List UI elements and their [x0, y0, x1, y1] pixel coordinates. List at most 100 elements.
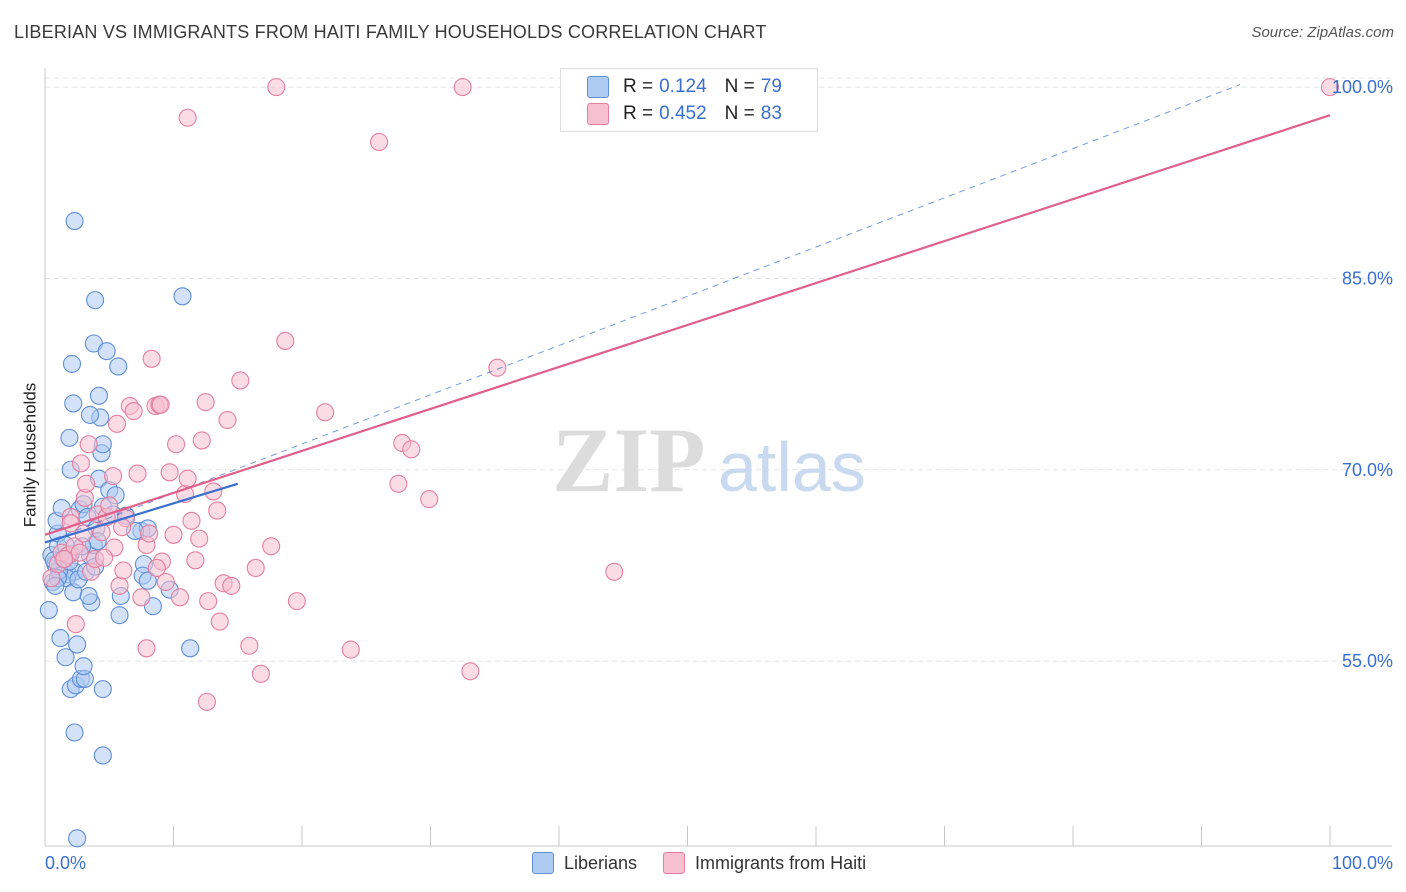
point-liberians: [79, 586, 98, 606]
point-haiti: [488, 358, 507, 377]
watermark-zip: ZIP: [552, 409, 705, 511]
point-haiti: [137, 639, 156, 658]
legend-row-haiti: R = 0.452 N = 83: [587, 101, 782, 127]
watermark: ZIP atlas: [552, 409, 866, 511]
point-haiti: [420, 490, 439, 509]
legend-swatch-pink: [587, 103, 609, 125]
point-liberians: [56, 648, 75, 667]
point-liberians: [89, 386, 109, 405]
point-haiti: [142, 349, 161, 368]
point-haiti: [461, 662, 480, 681]
point-liberians: [68, 829, 87, 848]
legend-r-value: 0.124: [659, 76, 707, 97]
point-liberians: [39, 600, 58, 620]
point-liberians: [97, 342, 116, 361]
point-haiti: [107, 414, 127, 433]
legend-n-label: N =: [724, 76, 755, 97]
point-haiti: [156, 572, 175, 592]
trend-lines: [44, 84, 1331, 544]
correlation-legend: R = 0.124 N = 79 R = 0.452 N = 83: [560, 68, 818, 132]
trend-line-liberians-extended: [44, 84, 1241, 543]
point-haiti: [178, 108, 197, 127]
axes: [44, 68, 1392, 847]
gridlines: [45, 77, 1392, 662]
point-haiti: [160, 463, 179, 482]
point-haiti: [199, 592, 218, 611]
point-haiti: [79, 435, 98, 454]
legend-r-value: 0.452: [659, 103, 707, 124]
point-haiti: [182, 511, 201, 530]
point-haiti: [55, 549, 74, 569]
legend-swatch-blue: [532, 852, 554, 874]
point-haiti: [164, 525, 183, 544]
point-haiti: [208, 501, 227, 520]
point-haiti: [262, 537, 281, 556]
point-haiti: [132, 588, 151, 607]
point-haiti: [222, 576, 241, 595]
point-liberians: [86, 291, 105, 310]
point-haiti: [389, 474, 408, 493]
point-haiti: [231, 371, 250, 390]
point-haiti: [240, 636, 259, 655]
point-haiti: [124, 402, 143, 421]
point-haiti: [77, 474, 96, 493]
point-haiti: [71, 454, 91, 473]
point-haiti: [104, 467, 123, 486]
point-haiti: [246, 558, 265, 578]
point-liberians: [65, 211, 84, 231]
point-haiti: [316, 403, 335, 422]
legend-swatch-blue: [587, 76, 609, 98]
point-liberians: [51, 629, 70, 648]
legend-item-haiti: Immigrants from Haiti: [663, 852, 866, 874]
point-liberians: [62, 354, 82, 373]
point-haiti: [251, 664, 270, 683]
legend-n-label: N =: [724, 103, 755, 124]
point-haiti: [1320, 78, 1340, 97]
point-haiti: [605, 562, 624, 581]
point-haiti: [140, 524, 159, 543]
y-tick-label: 70.0%: [1342, 460, 1393, 480]
point-liberians: [93, 680, 112, 699]
point-haiti: [218, 410, 237, 430]
point-haiti: [341, 640, 360, 659]
trend-line-haiti: [44, 114, 1331, 536]
point-haiti: [453, 78, 472, 97]
point-haiti: [197, 692, 216, 711]
point-haiti: [192, 431, 211, 450]
legend-item-liberians: Liberians: [532, 852, 637, 874]
legend-r-label: R =: [623, 103, 654, 124]
point-haiti: [267, 78, 286, 97]
x-tick-label: 0.0%: [45, 853, 86, 873]
point-haiti: [178, 469, 197, 488]
point-liberians: [173, 287, 192, 306]
data-points: [39, 78, 1340, 848]
point-haiti: [95, 548, 114, 567]
point-haiti: [196, 393, 215, 412]
point-haiti: [170, 588, 189, 607]
y-tick-label: 85.0%: [1342, 268, 1393, 288]
point-liberians: [138, 571, 157, 590]
trend-line-liberians: [44, 482, 239, 544]
y-tick-label: 55.0%: [1342, 651, 1393, 671]
chart-title: LIBERIAN VS IMMIGRANTS FROM HAITI FAMILY…: [14, 22, 767, 42]
point-liberians: [68, 635, 87, 654]
point-haiti: [190, 529, 209, 548]
y-tick-label: 100.0%: [1332, 77, 1393, 97]
y-axis-label: Family Households: [20, 382, 40, 528]
point-liberians: [65, 723, 84, 742]
point-haiti: [276, 331, 295, 350]
legend-r-label: R =: [623, 76, 654, 97]
point-haiti: [210, 612, 229, 631]
x-tick-label: 100.0%: [1332, 853, 1393, 873]
point-liberians: [93, 746, 112, 765]
point-liberians: [74, 657, 93, 676]
legend-n-value: 79: [760, 76, 782, 97]
point-liberians: [181, 639, 200, 658]
legend-label-liberians: Liberians: [564, 852, 638, 873]
point-haiti: [167, 435, 186, 454]
point-liberians: [80, 405, 100, 424]
point-liberians: [64, 394, 83, 413]
point-haiti: [70, 543, 89, 562]
source-label: Source: ZipAtlas.com: [1251, 24, 1394, 41]
